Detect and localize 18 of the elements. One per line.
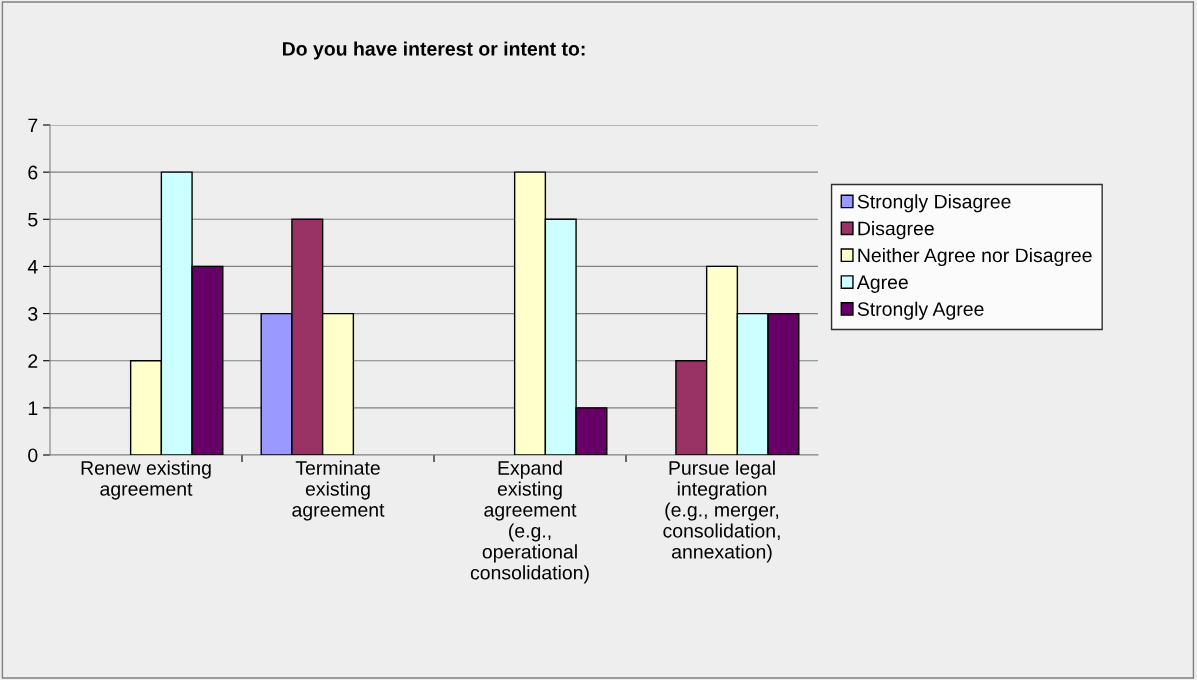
y-tick-label: 3	[28, 307, 38, 321]
x-tick-label: Renew existing agreement	[81, 460, 211, 500]
y-tick-label: 6	[28, 165, 38, 180]
legend-label: Strongly Disagree	[857, 194, 1011, 213]
y-tick-label: 4	[27, 260, 38, 274]
y-tick-label: 1	[28, 401, 38, 415]
y-tick-label: 7	[28, 118, 38, 133]
x-tick-label: Pursue legal integration (e.g., merger, consolidation, annexation)	[663, 460, 780, 563]
legend-label: Strongly Agree	[857, 301, 984, 320]
x-tick-label: Expand existing agreement (e.g., operational consolidation)	[470, 460, 589, 584]
x-tick-label: Terminate existing agreement	[292, 460, 385, 521]
legend-label: Agree	[856, 275, 908, 293]
chart-title: Do you have interest or intent to:	[282, 41, 585, 60]
y-tick-label: 2	[28, 354, 38, 368]
y-tick-label: 5	[28, 212, 38, 227]
legend-label: Disagree	[858, 221, 934, 240]
y-tick-label: 0	[28, 448, 38, 463]
legend-label: Neither Agree nor Disagree	[858, 247, 1092, 267]
